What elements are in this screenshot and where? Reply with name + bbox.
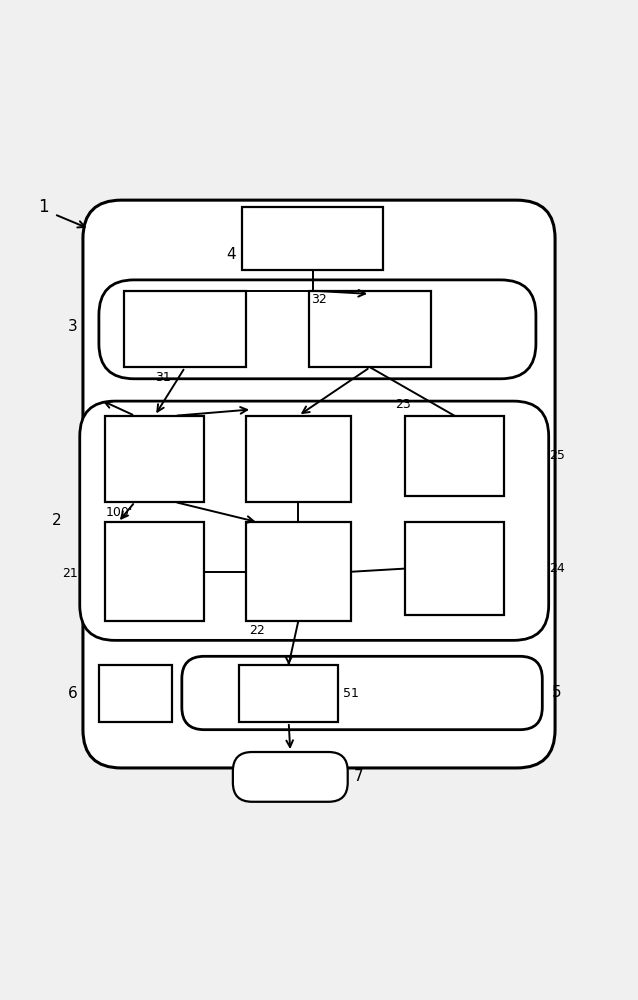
Text: 22: 22 xyxy=(249,624,265,637)
FancyBboxPatch shape xyxy=(233,752,348,802)
Bar xyxy=(405,522,504,615)
Text: 25: 25 xyxy=(549,449,565,462)
Text: 24: 24 xyxy=(549,562,565,575)
Text: 7: 7 xyxy=(354,769,364,784)
Bar xyxy=(405,416,504,496)
Text: 31: 31 xyxy=(155,371,170,384)
Bar xyxy=(105,416,204,502)
Text: 21: 21 xyxy=(62,567,78,580)
Text: 3: 3 xyxy=(68,319,78,334)
Bar xyxy=(242,207,383,270)
Text: 32: 32 xyxy=(311,293,327,306)
FancyBboxPatch shape xyxy=(83,200,555,768)
Bar xyxy=(246,522,351,621)
FancyBboxPatch shape xyxy=(80,401,549,640)
FancyBboxPatch shape xyxy=(182,656,542,730)
Text: 1: 1 xyxy=(38,198,48,216)
Bar xyxy=(124,291,246,367)
Text: 100': 100' xyxy=(105,506,133,519)
FancyBboxPatch shape xyxy=(99,280,536,379)
Text: 51: 51 xyxy=(343,687,359,700)
Bar xyxy=(105,522,204,621)
Text: 2: 2 xyxy=(52,513,62,528)
Bar xyxy=(239,665,338,722)
Bar xyxy=(246,416,351,502)
Text: 5: 5 xyxy=(552,685,561,700)
Text: 4: 4 xyxy=(226,247,236,262)
Bar xyxy=(99,665,172,722)
Text: 6: 6 xyxy=(68,686,78,701)
Text: 23: 23 xyxy=(396,398,412,411)
Bar xyxy=(309,291,431,367)
